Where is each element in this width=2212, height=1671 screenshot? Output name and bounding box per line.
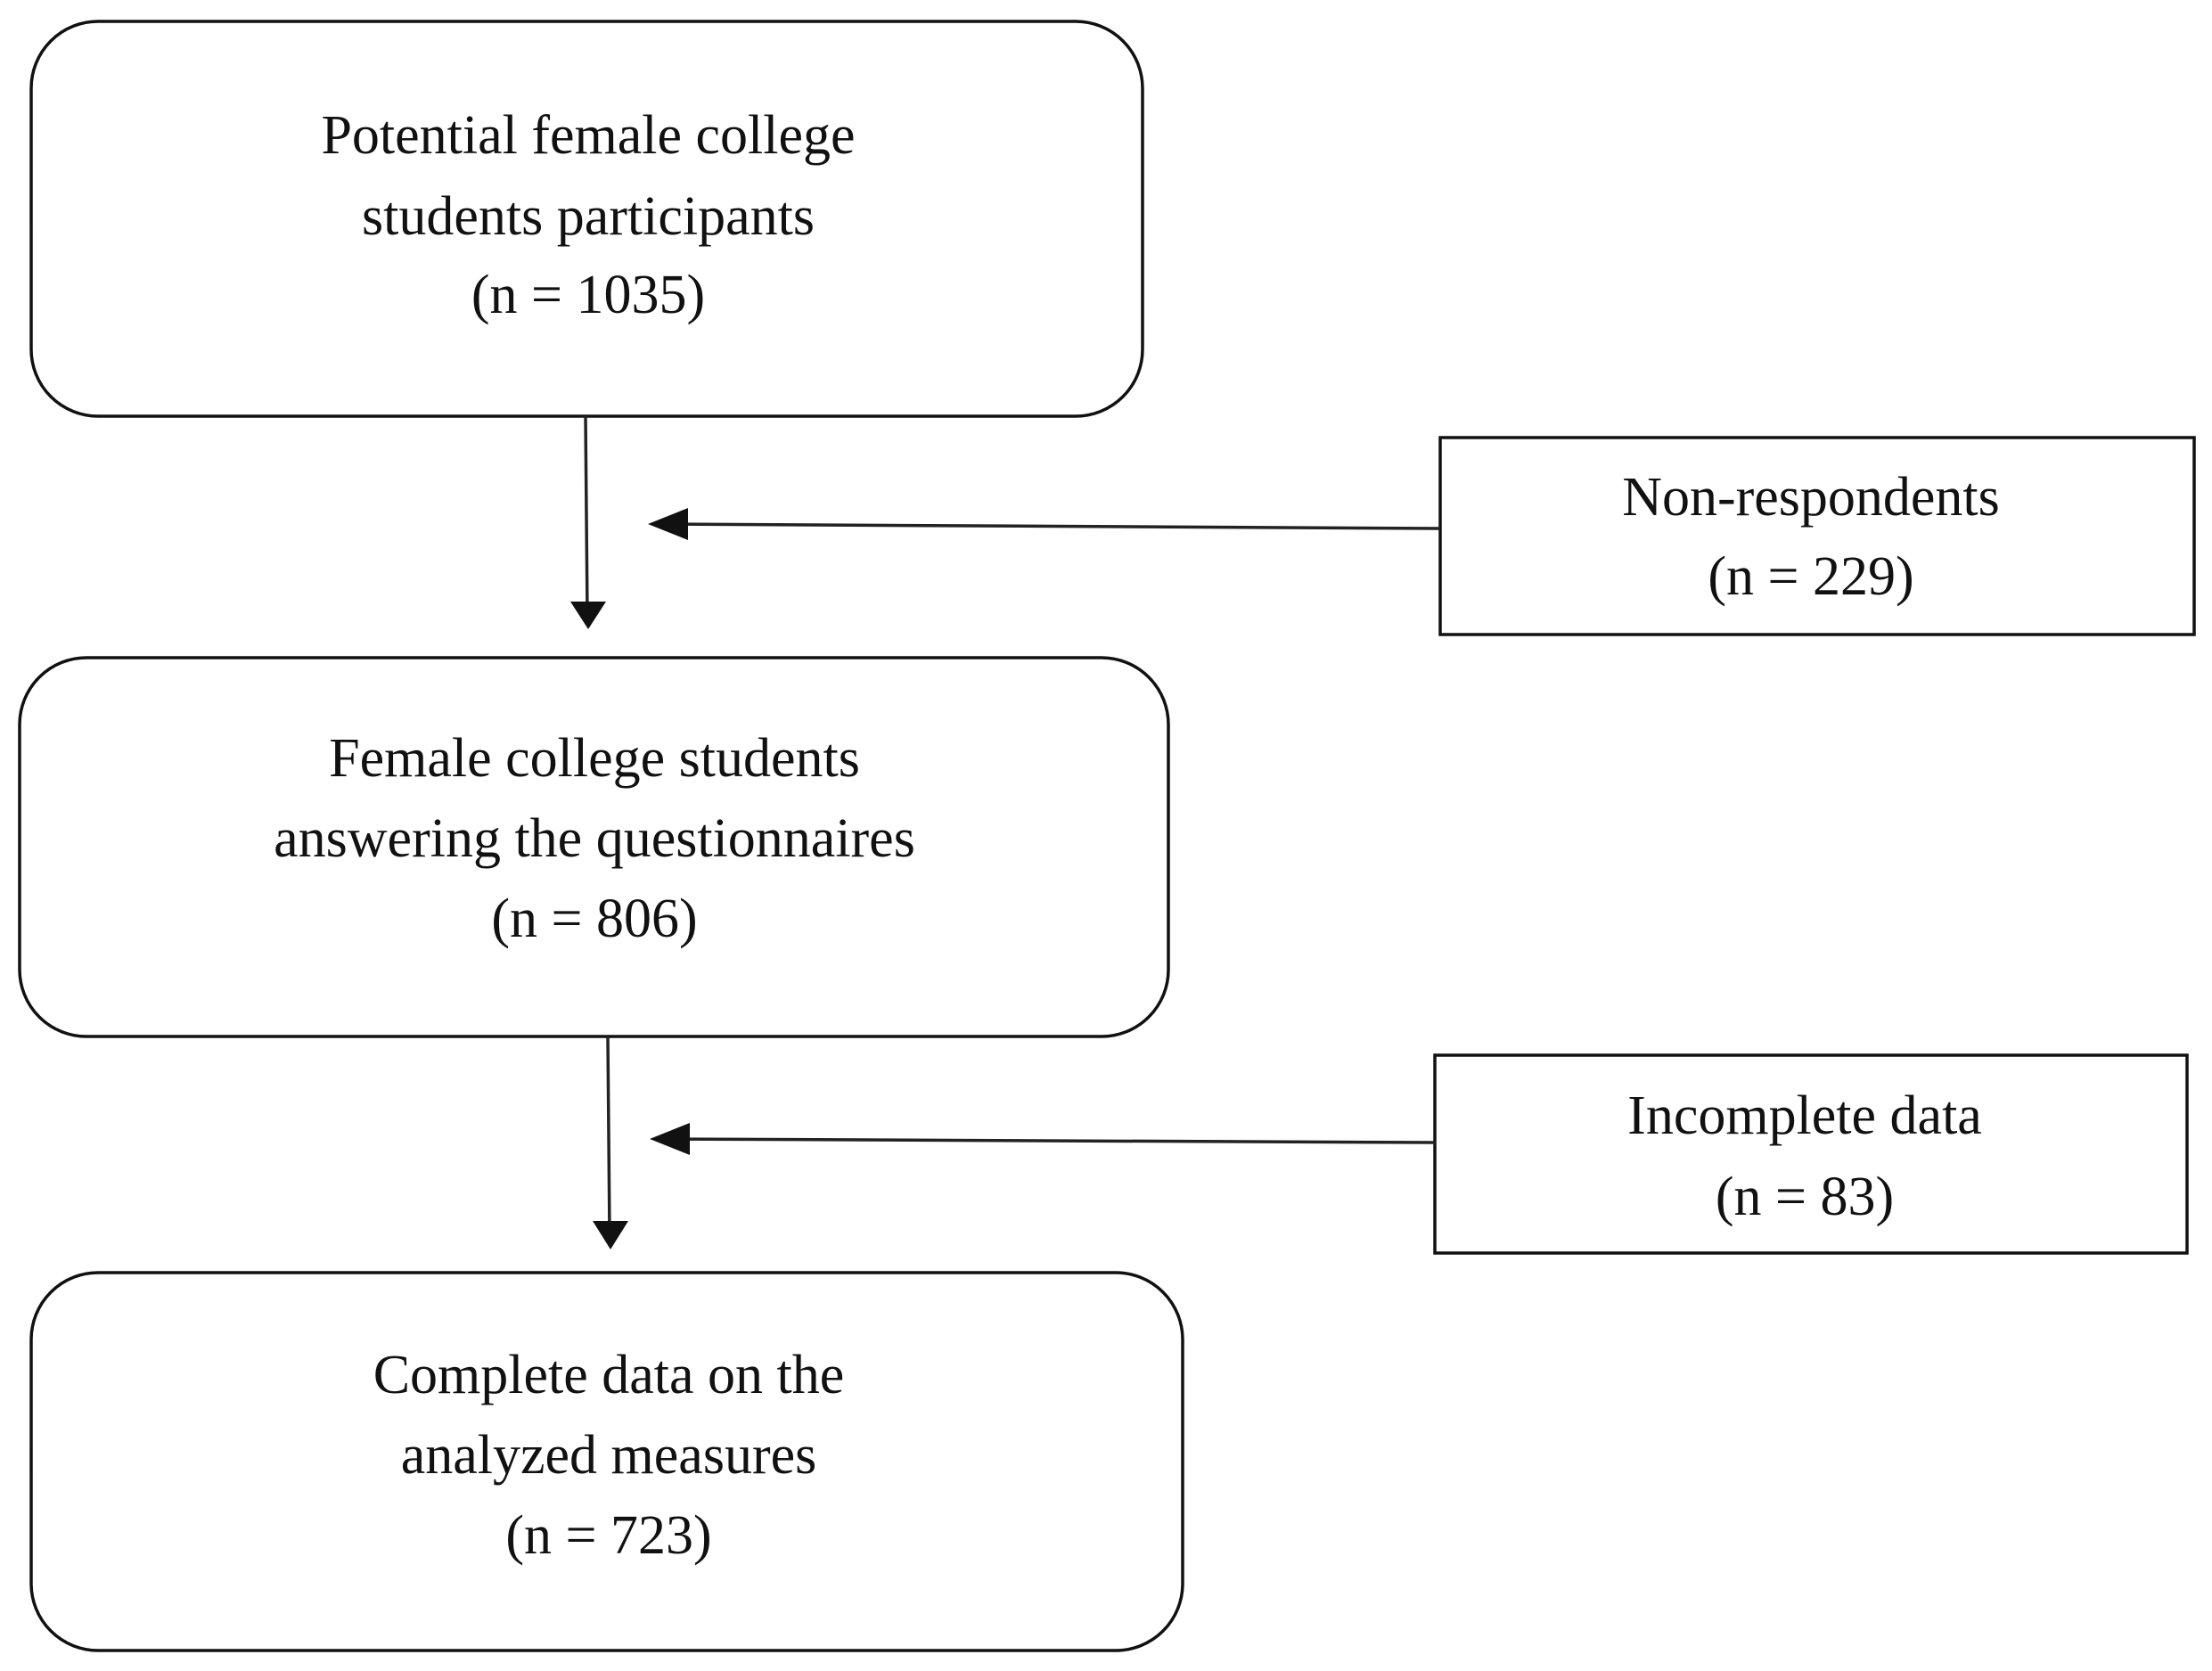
node-box <box>1433 1053 2189 1255</box>
arrow <box>660 1137 1436 1144</box>
arrow-head <box>650 1123 690 1155</box>
node-text: (n = 83) <box>1716 1167 1894 1227</box>
node-text: (n = 229) <box>1708 546 1913 607</box>
node-text: (n = 723) <box>505 1505 711 1566</box>
arrow-head <box>593 1221 628 1249</box>
arrow <box>584 415 589 616</box>
node-text: Non-respondents <box>1622 467 2000 528</box>
arrow-head <box>648 508 688 540</box>
node-text: Incomplete data <box>1627 1085 1982 1146</box>
node-text: Complete data on the <box>373 1345 845 1405</box>
arrow <box>659 522 1441 530</box>
arrow-head <box>570 602 606 629</box>
node-text: (n = 806) <box>491 889 697 949</box>
node-text: answering the questionnaires <box>274 808 915 869</box>
arrow <box>606 1036 611 1235</box>
node-text: Female college students <box>329 728 860 789</box>
node-text: students participants <box>362 186 815 247</box>
node-text: Potential female college <box>321 105 855 166</box>
node-text: (n = 1035) <box>471 265 705 325</box>
node-box <box>1438 436 2196 636</box>
node-box <box>18 656 1170 1038</box>
node-box <box>29 1271 1184 1652</box>
node-text: analyzed measures <box>401 1425 816 1486</box>
